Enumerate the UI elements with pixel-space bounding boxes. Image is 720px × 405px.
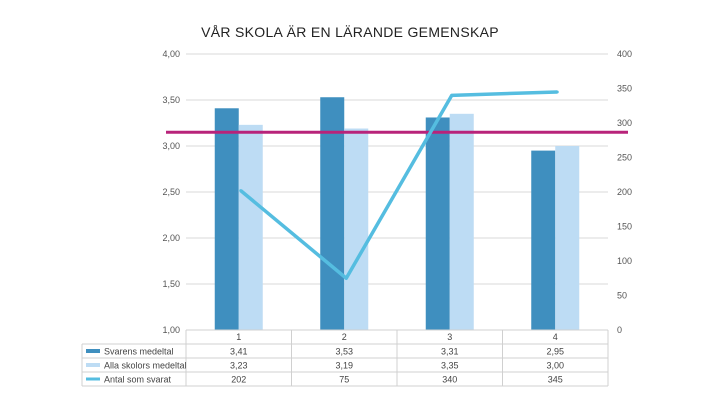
category-label: 1 [236,332,241,342]
line-antal-som-svarat [239,90,558,280]
y-right-tick-label: 0 [617,325,622,335]
legend-label: Antal som svarat [104,375,172,385]
y-right-tick-label: 200 [617,187,632,197]
category-label: 2 [342,332,347,342]
y-right-tick-label: 300 [617,118,632,128]
y-left-tick-label: 2,00 [162,233,180,243]
legend-swatch [86,349,100,353]
line-point [239,189,243,193]
y-right-tick-label: 100 [617,256,632,266]
table-cell: 2,95 [546,347,564,357]
legend-label: Alla skolors medeltal [104,361,187,371]
category-label: 3 [447,332,452,342]
legend-swatch [86,363,100,367]
table-cell: 3,23 [230,361,248,371]
line-point [450,93,454,97]
table-cell: 345 [548,375,563,385]
table-cell: 3,35 [441,361,459,371]
table-cell: 340 [442,375,457,385]
table-cell: 202 [231,375,246,385]
bar-svarens-medeltal [531,150,556,330]
table-cell: 3,00 [546,361,564,371]
y-left-tick-label: 4,00 [162,49,180,59]
table-cell: 3,31 [441,347,459,357]
category-label: 4 [553,332,558,342]
bar-alla-skolors-medeltal [344,128,369,330]
table-cell: 3,41 [230,347,248,357]
y-left-tick-label: 1,50 [162,279,180,289]
y-right-tick-label: 350 [617,84,632,94]
bar-svarens-medeltal [425,117,450,330]
table-cell: 3,53 [335,347,353,357]
y-left-tick-label: 1,00 [162,325,180,335]
line-point [344,276,348,280]
bar-alla-skolors-medeltal [238,124,263,330]
bar-svarens-medeltal [214,108,239,330]
bar-svarens-medeltal [320,97,345,331]
y-right-tick-label: 400 [617,49,632,59]
chart-title: VÅR SKOLA ÄR EN LÄRANDE GEMENSKAP [201,24,499,40]
bar-alla-skolors-medeltal [555,146,580,330]
y-left-tick-label: 3,50 [162,95,180,105]
table-cell: 3,19 [335,361,353,371]
y-left-tick-label: 3,00 [162,141,180,151]
bar-alla-skolors-medeltal [449,113,474,330]
y-right-tick-label: 150 [617,222,632,232]
line-point [555,90,559,94]
legend-label: Svarens medeltal [104,347,174,357]
y-right-tick-label: 50 [617,291,627,301]
y-left-tick-label: 2,50 [162,187,180,197]
table-cell: 75 [339,375,349,385]
y-right-tick-label: 250 [617,153,632,163]
